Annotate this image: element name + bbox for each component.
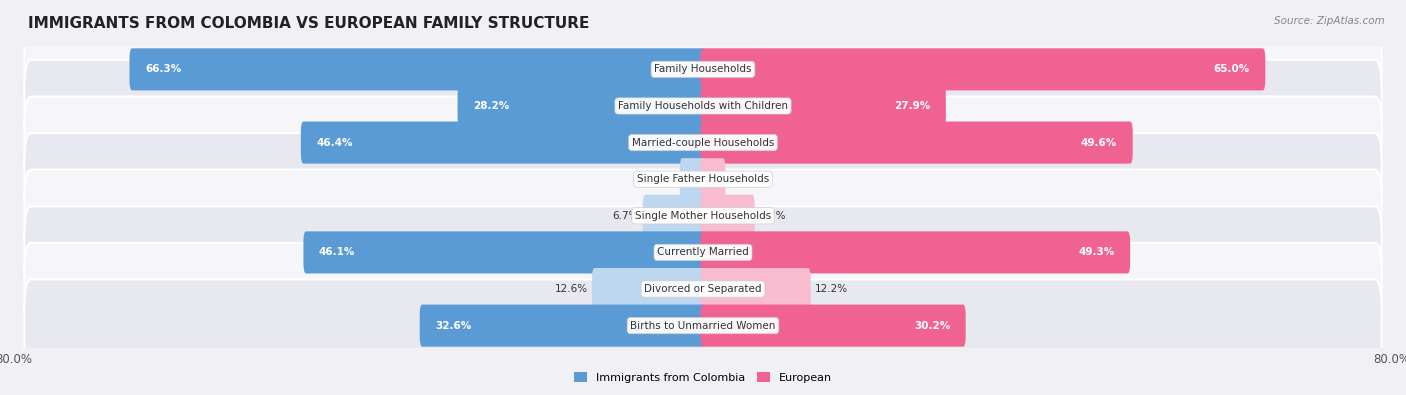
FancyBboxPatch shape bbox=[457, 85, 706, 127]
Text: Divorced or Separated: Divorced or Separated bbox=[644, 284, 762, 294]
Legend: Immigrants from Colombia, European: Immigrants from Colombia, European bbox=[569, 367, 837, 387]
Text: 49.3%: 49.3% bbox=[1078, 247, 1115, 258]
FancyBboxPatch shape bbox=[24, 243, 1382, 335]
Text: 49.6%: 49.6% bbox=[1081, 137, 1118, 148]
FancyBboxPatch shape bbox=[643, 195, 706, 237]
FancyBboxPatch shape bbox=[679, 158, 706, 200]
FancyBboxPatch shape bbox=[700, 122, 1133, 164]
FancyBboxPatch shape bbox=[419, 305, 706, 347]
Text: 66.3%: 66.3% bbox=[145, 64, 181, 74]
Text: Single Father Households: Single Father Households bbox=[637, 174, 769, 184]
FancyBboxPatch shape bbox=[24, 280, 1382, 372]
Text: 46.1%: 46.1% bbox=[319, 247, 356, 258]
Text: 12.2%: 12.2% bbox=[815, 284, 848, 294]
FancyBboxPatch shape bbox=[24, 96, 1382, 189]
Text: 28.2%: 28.2% bbox=[472, 101, 509, 111]
Text: 12.6%: 12.6% bbox=[554, 284, 588, 294]
FancyBboxPatch shape bbox=[700, 85, 946, 127]
Text: Family Households with Children: Family Households with Children bbox=[619, 101, 787, 111]
Text: Births to Unmarried Women: Births to Unmarried Women bbox=[630, 321, 776, 331]
FancyBboxPatch shape bbox=[700, 305, 966, 347]
Text: 27.9%: 27.9% bbox=[894, 101, 931, 111]
FancyBboxPatch shape bbox=[24, 206, 1382, 299]
FancyBboxPatch shape bbox=[24, 133, 1382, 225]
FancyBboxPatch shape bbox=[592, 268, 706, 310]
FancyBboxPatch shape bbox=[700, 195, 755, 237]
FancyBboxPatch shape bbox=[304, 231, 706, 273]
FancyBboxPatch shape bbox=[700, 231, 1130, 273]
Text: 6.7%: 6.7% bbox=[612, 211, 638, 221]
FancyBboxPatch shape bbox=[24, 170, 1382, 262]
Text: 5.7%: 5.7% bbox=[759, 211, 786, 221]
Text: 46.4%: 46.4% bbox=[316, 137, 353, 148]
Text: 30.2%: 30.2% bbox=[914, 321, 950, 331]
FancyBboxPatch shape bbox=[301, 122, 706, 164]
FancyBboxPatch shape bbox=[700, 268, 811, 310]
Text: 32.6%: 32.6% bbox=[436, 321, 471, 331]
Text: 2.4%: 2.4% bbox=[650, 174, 675, 184]
Text: Family Households: Family Households bbox=[654, 64, 752, 74]
FancyBboxPatch shape bbox=[129, 48, 706, 90]
Text: Single Mother Households: Single Mother Households bbox=[636, 211, 770, 221]
FancyBboxPatch shape bbox=[700, 48, 1265, 90]
Text: 2.3%: 2.3% bbox=[730, 174, 756, 184]
Text: Currently Married: Currently Married bbox=[657, 247, 749, 258]
Text: Source: ZipAtlas.com: Source: ZipAtlas.com bbox=[1274, 16, 1385, 26]
Text: 65.0%: 65.0% bbox=[1213, 64, 1250, 74]
FancyBboxPatch shape bbox=[24, 60, 1382, 152]
Text: IMMIGRANTS FROM COLOMBIA VS EUROPEAN FAMILY STRUCTURE: IMMIGRANTS FROM COLOMBIA VS EUROPEAN FAM… bbox=[28, 16, 589, 31]
FancyBboxPatch shape bbox=[24, 23, 1382, 115]
FancyBboxPatch shape bbox=[700, 158, 725, 200]
Text: Married-couple Households: Married-couple Households bbox=[631, 137, 775, 148]
